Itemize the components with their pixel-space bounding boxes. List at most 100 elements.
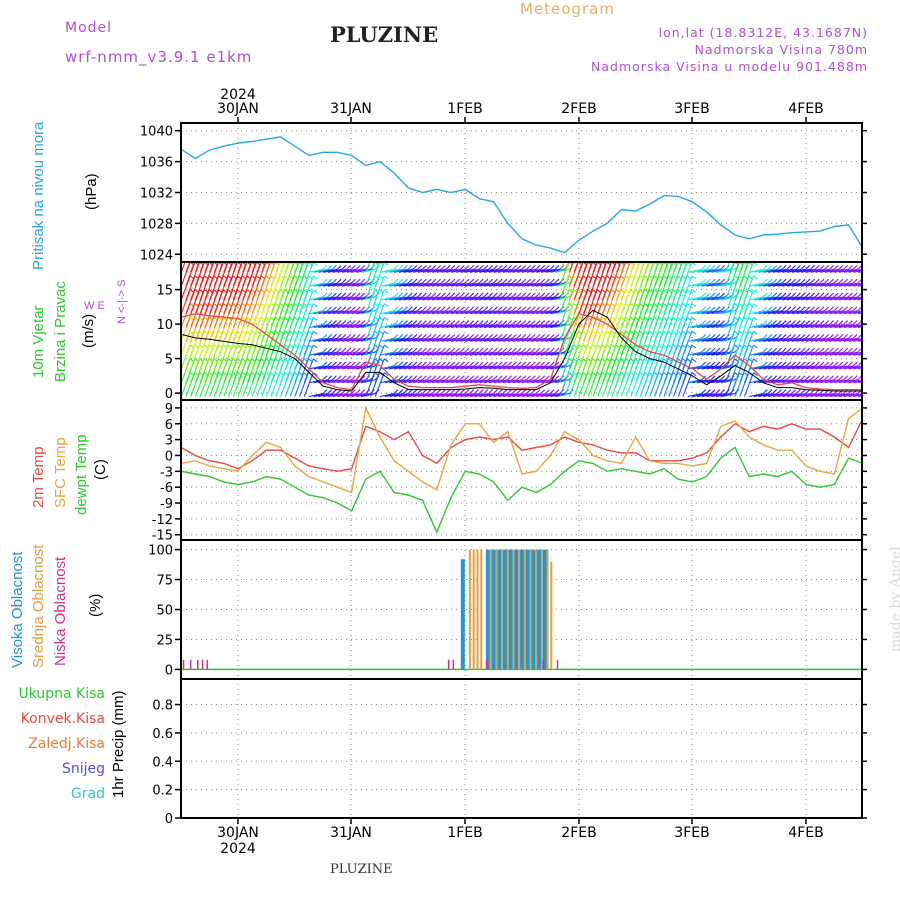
wind-barb-flag xyxy=(407,375,413,381)
wind-barb-flag xyxy=(549,264,555,270)
wind-barb-flag xyxy=(488,347,494,353)
wind-barb-flag xyxy=(715,292,721,298)
wind-barb-flag xyxy=(810,361,815,367)
wind-barb-flag xyxy=(431,333,437,339)
wind-barb-flag xyxy=(549,320,555,325)
wind-barb xyxy=(228,262,234,273)
wind-barb xyxy=(251,262,257,273)
wind-barb xyxy=(484,324,499,329)
wind-barb xyxy=(517,324,532,329)
wind-barb-flag xyxy=(436,361,441,367)
wind-barb xyxy=(512,365,527,370)
wind-barb xyxy=(450,337,466,342)
wind-barb xyxy=(342,337,357,342)
wind-barb-flag xyxy=(791,361,796,367)
x-label-top: 2FEB xyxy=(561,101,596,117)
wind-barb-flag xyxy=(351,375,356,381)
wind-barb xyxy=(536,337,551,342)
footer-station: PLUZINE xyxy=(330,862,393,877)
wind-barb xyxy=(346,351,361,356)
wind-barb xyxy=(791,393,806,398)
wind-barb-flag xyxy=(535,347,541,353)
cloud-low-bar xyxy=(189,659,192,670)
wind-barb xyxy=(346,365,361,370)
wind-barb xyxy=(488,310,503,315)
wind-barb-flag xyxy=(360,347,366,353)
wind-barb-flag xyxy=(469,278,475,284)
wind-barb xyxy=(555,282,570,287)
wind-barb-flag xyxy=(497,361,503,367)
wind-barb-flag xyxy=(483,292,489,298)
wind-barb-flag xyxy=(502,389,508,394)
y-tick-label: 1024 xyxy=(140,248,173,263)
wind-barb xyxy=(332,324,347,329)
wind-barb xyxy=(455,296,470,301)
wind-barb xyxy=(507,337,522,342)
wind-barb-flag xyxy=(814,278,820,284)
wind-barb xyxy=(403,282,418,287)
wind-barb xyxy=(592,262,598,273)
wind-barb xyxy=(550,365,565,370)
wind-barb-flag xyxy=(762,333,768,339)
wind-barb-flag xyxy=(772,389,778,394)
wind-barb xyxy=(422,337,437,342)
wind-barb-flag xyxy=(426,347,432,353)
wind-barb-flag xyxy=(440,375,446,381)
wind-barb xyxy=(289,262,295,273)
wind-barb xyxy=(834,296,849,301)
wind-barb xyxy=(318,393,333,398)
wind-barb xyxy=(824,282,840,287)
wind-barb xyxy=(692,324,707,329)
wind-barb-flag xyxy=(355,347,361,353)
wind-barb xyxy=(181,262,186,273)
wind-barb xyxy=(644,262,650,273)
wind-barb xyxy=(701,365,716,370)
wind-barb-flag xyxy=(450,389,456,394)
wind-barb-flag xyxy=(540,306,546,312)
wind-barb-flag xyxy=(493,361,498,367)
wind-barb xyxy=(484,296,499,301)
wind-barb xyxy=(441,268,456,273)
wind-barb-flag xyxy=(814,333,820,339)
wind-barb-flag xyxy=(744,248,748,251)
wind-barb xyxy=(427,324,442,329)
wind-barb-flag xyxy=(838,347,844,353)
wind-barb-flag xyxy=(511,320,517,325)
cloud-mid-bar xyxy=(512,549,515,670)
wind-barb xyxy=(843,379,858,384)
wind-barb-flag xyxy=(720,389,725,394)
cloud-high-bar xyxy=(508,549,513,670)
wind-barb xyxy=(697,282,712,287)
wind-barb-flag xyxy=(327,347,333,353)
wind-barb xyxy=(743,358,754,383)
wind-barb xyxy=(450,324,466,329)
wind-barb-flag xyxy=(867,390,871,394)
wind-barb xyxy=(815,351,830,356)
wind-barb-flag xyxy=(497,333,503,339)
wind-barb-flag xyxy=(422,333,427,339)
wind-barb-flag xyxy=(772,347,778,353)
wind-barb-flag xyxy=(554,320,560,325)
cloud-high-bar xyxy=(497,549,502,670)
wind-barb-flag xyxy=(535,320,541,325)
wind-barb-flag xyxy=(877,307,881,311)
wind-barb-flag xyxy=(867,348,871,352)
wind-barb xyxy=(843,310,858,315)
wind-barb xyxy=(417,324,432,329)
wind-barb-flag xyxy=(819,292,825,298)
legend-total-rain: Ukupna Kisa xyxy=(18,686,105,702)
wind-barb xyxy=(853,297,862,301)
wind-barb-flag xyxy=(474,306,479,312)
wind-barb xyxy=(342,268,357,273)
wind-barb-flag xyxy=(412,333,418,339)
wind-barb-flag xyxy=(829,389,834,394)
wind-barb-flag xyxy=(483,278,489,284)
wind-barb-flag xyxy=(516,375,522,381)
wind-barb xyxy=(356,324,371,329)
x-label-top: 4FEB xyxy=(788,101,823,117)
wind-barb-flag xyxy=(540,320,546,325)
wind-barb-flag xyxy=(781,333,787,339)
wind-barb xyxy=(417,365,432,370)
wind-barb xyxy=(403,365,418,370)
wind-barb xyxy=(517,379,532,384)
